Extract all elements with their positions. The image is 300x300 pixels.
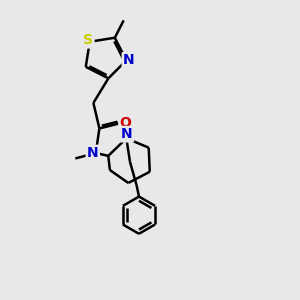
Text: N: N	[121, 127, 133, 141]
Text: S: S	[83, 33, 93, 47]
Text: O: O	[119, 116, 131, 130]
Text: N: N	[123, 53, 134, 68]
Text: N: N	[87, 146, 99, 160]
